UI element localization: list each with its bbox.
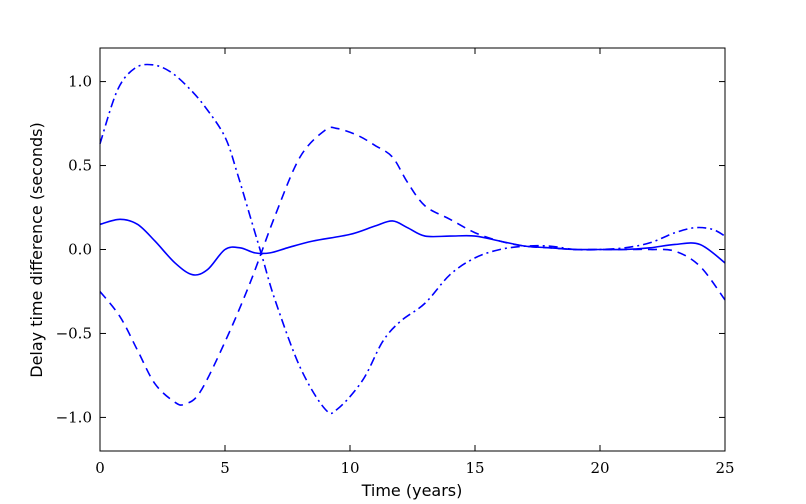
series-line-dashed <box>99 126 726 406</box>
y-tick-label: −1.0 <box>56 408 92 426</box>
y-tick-label: −0.5 <box>56 324 92 342</box>
x-tick-label: 0 <box>95 459 105 477</box>
x-tick-label: 5 <box>220 459 230 477</box>
x-tick-label: 20 <box>590 459 609 477</box>
x-tick-label: 15 <box>465 459 484 477</box>
ticks-layer: 0 5 10 15 20 25 −1.0 −0.5 0.0 0.5 1.0 <box>56 48 735 477</box>
series-layer <box>99 63 726 415</box>
y-tick-label: 1.0 <box>68 73 92 91</box>
y-tick-label: 0.0 <box>68 241 92 259</box>
y-tick-label: 0.5 <box>68 157 92 175</box>
series-line-dashdot <box>99 63 726 415</box>
x-axis-label: Time (years) <box>361 481 463 500</box>
y-axis-label: Delay time difference (seconds) <box>27 122 46 378</box>
x-tick-label: 25 <box>715 459 734 477</box>
x-tick-label: 10 <box>340 459 359 477</box>
series-line-solid <box>99 218 726 276</box>
